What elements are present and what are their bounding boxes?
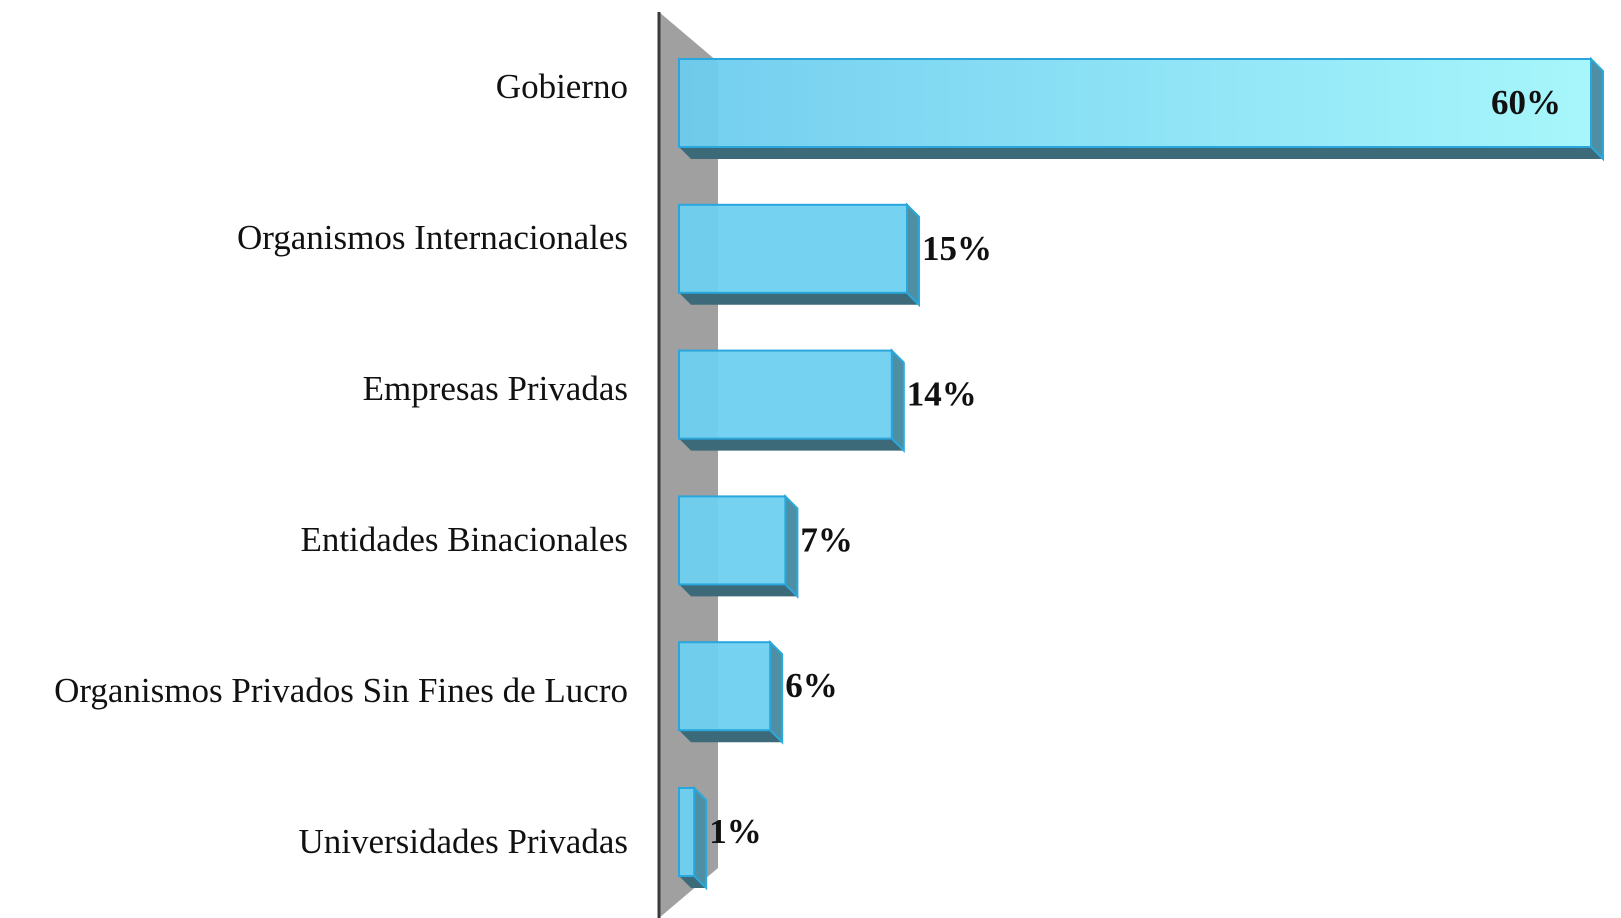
bar-side bbox=[1590, 56, 1604, 162]
bar bbox=[678, 641, 772, 732]
bar bbox=[678, 787, 696, 877]
bar-shadow bbox=[679, 876, 707, 888]
category-label: Organismos Internacionales bbox=[237, 218, 628, 257]
bar-side bbox=[784, 493, 799, 599]
bar-shadow bbox=[679, 438, 904, 451]
value-label: 60% bbox=[1491, 83, 1561, 122]
bar-shadow bbox=[679, 147, 1603, 159]
category-label: Entidades Binacionales bbox=[300, 520, 628, 559]
value-label: 1% bbox=[709, 812, 762, 851]
category-label: Gobierno bbox=[496, 67, 628, 106]
value-label: 7% bbox=[800, 520, 853, 559]
value-label: 14% bbox=[907, 375, 977, 414]
value-label: 15% bbox=[922, 229, 992, 268]
bar-shadow bbox=[679, 584, 798, 597]
bar-side bbox=[906, 202, 920, 308]
value-label: 6% bbox=[785, 666, 838, 705]
bar-side bbox=[693, 785, 708, 891]
bar-side bbox=[769, 639, 784, 745]
bar-shadow bbox=[679, 292, 919, 305]
bar-shadow bbox=[679, 730, 783, 743]
bar bbox=[678, 203, 908, 294]
category-label: Organismos Privados Sin Fines de Lucro bbox=[54, 671, 628, 710]
bar bbox=[678, 58, 1592, 148]
category-label: Empresas Privadas bbox=[363, 369, 628, 408]
bar bbox=[678, 495, 787, 586]
category-label: Universidades Privadas bbox=[298, 822, 628, 861]
bar bbox=[678, 349, 893, 440]
bar-side bbox=[890, 348, 905, 454]
